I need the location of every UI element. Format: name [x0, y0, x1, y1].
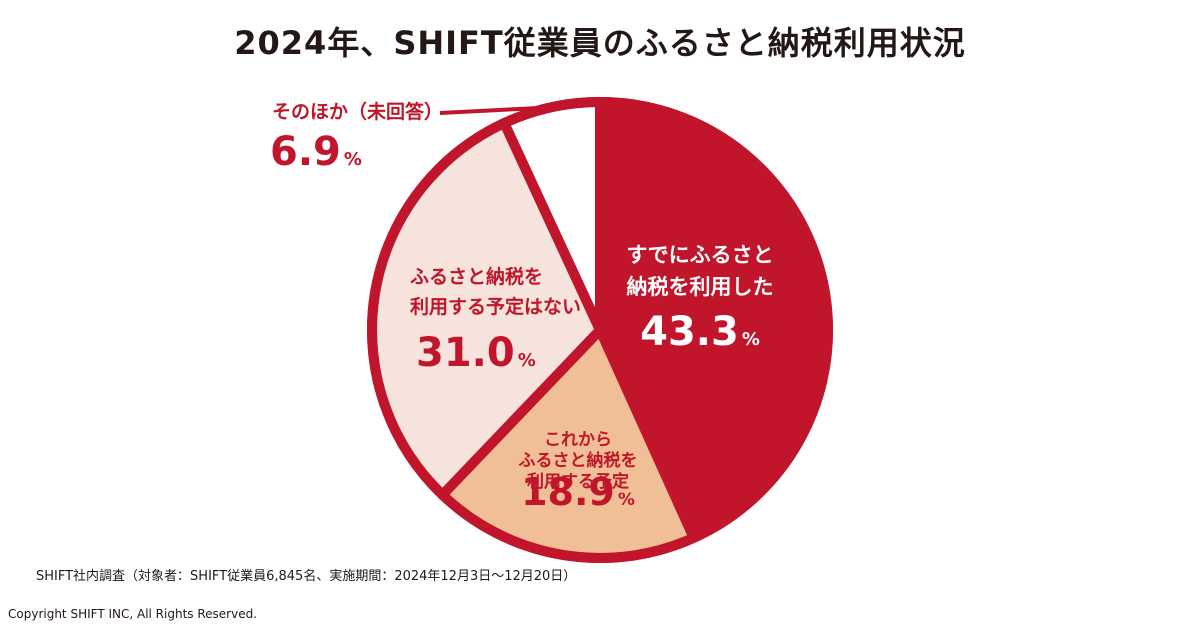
value-unit: % [618, 490, 635, 510]
label-other-value: 6.9% [270, 129, 362, 175]
label-other-line: そのほか（未回答） [272, 100, 443, 123]
value-number: 31.0 [416, 330, 515, 376]
label-plan-to-use-line: 利用する予定 [527, 471, 629, 492]
label-plan-to-use-value: 18.9% [521, 470, 635, 514]
label-already-used-line: すでにふるさと [626, 243, 773, 267]
source-note: SHIFT社内調査（対象者：SHIFT従業員6,845名、実施期間：2024年1… [36, 569, 577, 584]
copyright: Copyright SHIFT INC, All Rights Reserved… [8, 607, 258, 621]
value-number: 43.3 [640, 309, 739, 355]
label-no-plan-value: 31.0% [416, 330, 536, 376]
label-no-plan-line: ふるさと納税を [410, 265, 543, 288]
label-plan-to-use-line: ふるさと納税を [519, 450, 638, 471]
value-unit: % [518, 350, 536, 371]
value-unit: % [742, 329, 760, 350]
label-plan-to-use-line: これから [544, 430, 612, 450]
label-no-plan-line: 利用する予定はない [410, 295, 581, 318]
value-number: 18.9 [521, 470, 615, 514]
label-already-used-value: 43.3% [640, 309, 760, 355]
label-already-used-line: 納税を利用した [627, 275, 774, 299]
other-leader-line [439, 105, 552, 115]
pie-outline [367, 97, 833, 563]
chart-title: 2024年、SHIFT従業員のふるさと納税利用状況 [234, 24, 966, 62]
value-number: 6.9 [270, 129, 341, 175]
value-unit: % [344, 149, 362, 170]
